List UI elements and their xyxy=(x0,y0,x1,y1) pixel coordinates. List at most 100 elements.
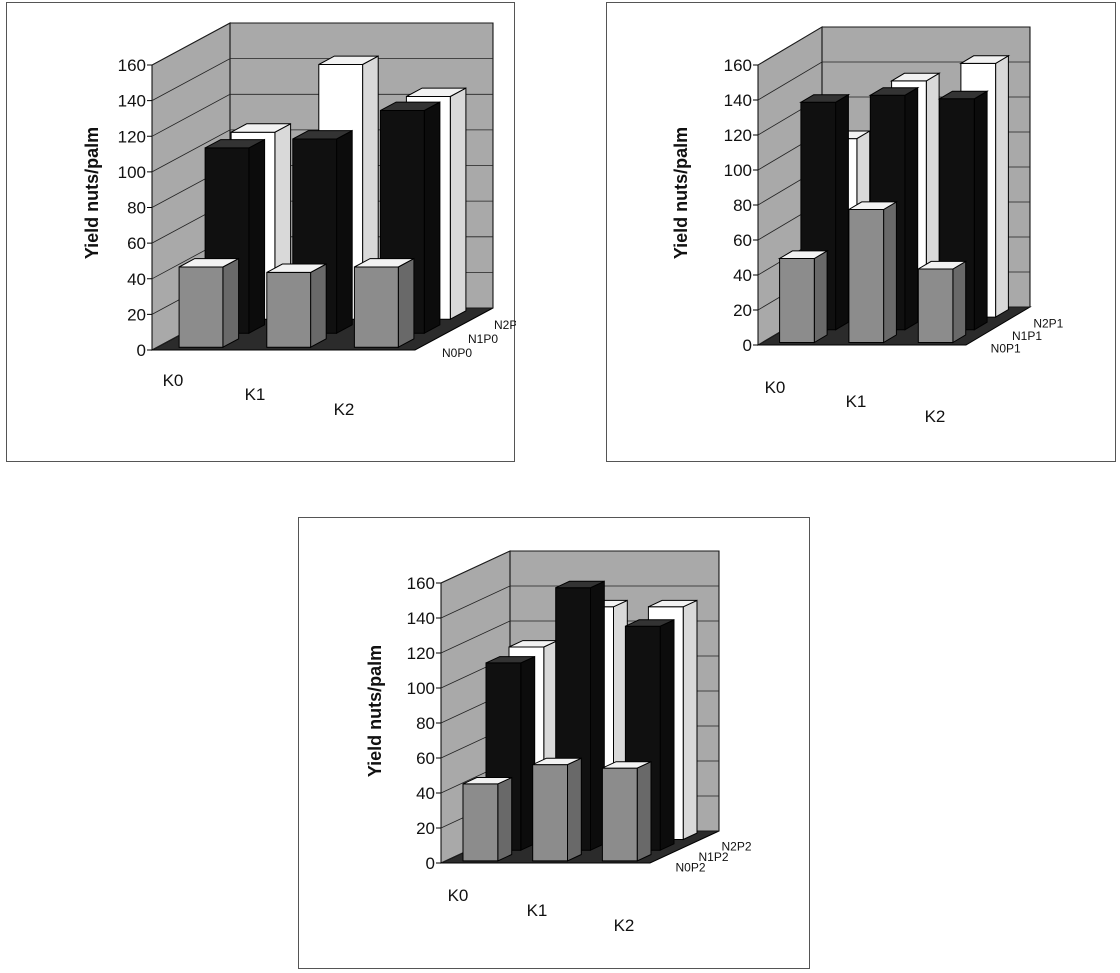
bar-top xyxy=(868,87,920,96)
bar-top xyxy=(889,72,941,82)
bar-side xyxy=(952,260,967,344)
y-tick-label: 40 xyxy=(733,266,752,285)
bar xyxy=(266,271,312,348)
y-tick-label: 60 xyxy=(127,234,146,253)
gridline xyxy=(440,550,719,584)
chart-panel-3: Yield nuts/palm 0 20 40 60 80 100 120 140 160 K0 K… xyxy=(298,517,810,969)
bar-side xyxy=(397,257,415,349)
y-tick-label: 40 xyxy=(127,270,146,289)
y-tick-label: 120 xyxy=(724,126,752,145)
bar-side xyxy=(449,87,467,321)
y-tick-label: 140 xyxy=(724,91,752,110)
y-tick-label: 100 xyxy=(407,679,435,698)
chart-svg-1: Yield nuts/palm 0 20 40 60 80 100 120 140 160 K0 K… xyxy=(82,22,516,419)
bar-top xyxy=(178,258,239,268)
series-label: N0P1 xyxy=(991,342,1021,356)
y-axis-label: Yield nuts/palm xyxy=(671,127,691,259)
bar xyxy=(353,266,399,348)
bar-side xyxy=(813,250,828,344)
chart-svg-3: Yield nuts/palm 0 20 40 60 80 100 120 140 160 K0 K… xyxy=(365,550,752,935)
x-tick-label: K1 xyxy=(527,901,548,920)
y-tick-label: 20 xyxy=(416,819,435,838)
bar-top xyxy=(799,94,851,103)
bar-top xyxy=(462,777,512,785)
series-label: N1P1 xyxy=(1012,329,1042,343)
bar-top xyxy=(847,201,899,210)
bar-side xyxy=(248,138,266,335)
gridline xyxy=(440,585,719,619)
bar-top xyxy=(292,130,353,140)
series-label: N2P2 xyxy=(722,839,752,853)
bar-top xyxy=(204,139,265,149)
bar-side xyxy=(973,90,988,331)
bar-side xyxy=(222,257,240,349)
bar-top xyxy=(354,258,415,268)
y-tick-label: 80 xyxy=(127,199,146,218)
bar xyxy=(917,268,954,343)
y-tick-label: 100 xyxy=(118,163,146,182)
bar-side xyxy=(423,101,441,335)
bar xyxy=(178,266,224,348)
bar xyxy=(779,258,815,343)
chart-svg-2: Yield nuts/palm 0 20 40 60 80 100 120 140 160 K0 K… xyxy=(671,26,1064,426)
x-tick-label: K2 xyxy=(614,916,635,935)
bar-side xyxy=(883,201,897,344)
gridline xyxy=(151,93,493,137)
bar-side xyxy=(904,86,919,331)
y-tick-label: 60 xyxy=(416,749,435,768)
y-tick-label: 100 xyxy=(724,161,752,180)
bar-top xyxy=(406,87,467,97)
bar-top xyxy=(916,260,968,270)
x-tick-label: K1 xyxy=(245,385,266,404)
chart-panel-2: Yield nuts/palm 0 20 40 60 80 100 120 140 160 K0 K… xyxy=(606,2,1116,462)
bar-top xyxy=(380,101,441,111)
bar-top xyxy=(625,619,675,627)
bar xyxy=(601,767,638,862)
series-label: N2P1 xyxy=(1033,316,1063,330)
x-tick-label: K0 xyxy=(163,371,184,390)
x-tick-label: K2 xyxy=(925,407,946,426)
x-tick-label: K2 xyxy=(334,400,355,419)
bar-top xyxy=(937,90,989,100)
y-tick-label: 160 xyxy=(407,574,435,593)
bar xyxy=(848,209,885,343)
gridline xyxy=(757,61,1030,101)
bar-top xyxy=(230,123,291,133)
bar-top xyxy=(485,656,535,664)
y-tick-label: 0 xyxy=(743,336,752,355)
bar-side xyxy=(636,760,652,862)
y-tick-label: 120 xyxy=(118,127,146,146)
bar-top xyxy=(648,599,698,608)
bar-top xyxy=(602,761,652,769)
bar-side xyxy=(682,599,698,841)
y-tick-label: 80 xyxy=(733,196,752,215)
y-tick-label: 140 xyxy=(118,92,146,111)
x-tick-label: K0 xyxy=(765,378,786,397)
x-tick-label: K1 xyxy=(846,392,867,411)
bar-top xyxy=(777,250,829,259)
bar-top xyxy=(318,55,379,65)
y-tick-label: 20 xyxy=(733,301,752,320)
bar xyxy=(532,764,568,862)
series-label: N1P2 xyxy=(699,850,729,864)
series-label: N1P0 xyxy=(468,332,498,346)
y-tick-label: 80 xyxy=(416,714,435,733)
bar-side xyxy=(567,757,582,862)
series-label: N2P0 xyxy=(494,318,516,332)
y-tick-label: 20 xyxy=(127,305,146,324)
bar-side xyxy=(659,619,675,851)
bar-top xyxy=(532,757,582,766)
y-tick-label: 160 xyxy=(118,56,146,75)
series-label: N0P0 xyxy=(442,346,472,360)
gridline xyxy=(757,26,1030,66)
y-tick-label: 120 xyxy=(407,644,435,663)
bar-side xyxy=(835,93,849,331)
y-tick-label: 0 xyxy=(137,341,146,360)
y-tick-label: 0 xyxy=(426,854,435,873)
gridline xyxy=(151,22,493,66)
bar-top xyxy=(266,263,327,273)
y-tick-label: 160 xyxy=(724,56,752,75)
y-tick-label: 140 xyxy=(407,609,435,628)
y-tick-label: 60 xyxy=(733,231,752,250)
series-label: N0P2 xyxy=(676,861,706,875)
